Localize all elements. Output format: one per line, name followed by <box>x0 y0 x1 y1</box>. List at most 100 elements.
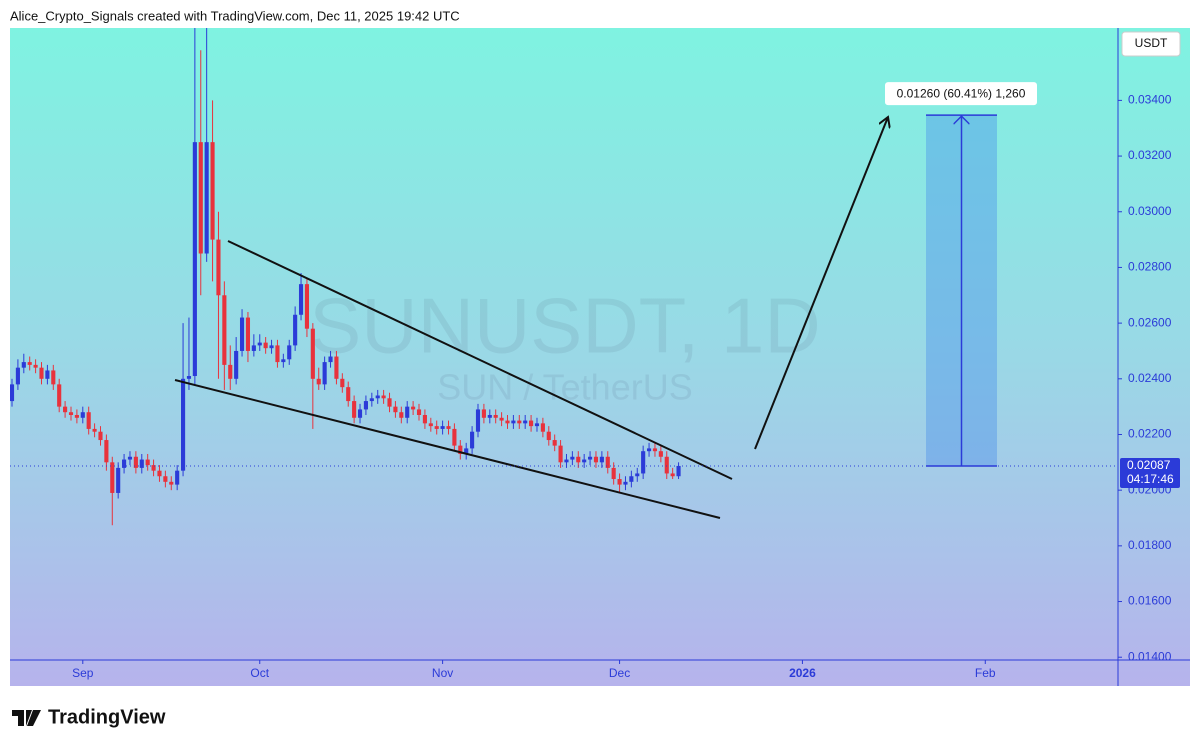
candle-body <box>222 295 227 365</box>
projection-label: 0.01260 (60.41%) 1,260 <box>897 86 1026 100</box>
candle-body <box>540 423 545 432</box>
candle-body <box>629 476 634 482</box>
candle-body <box>635 473 640 477</box>
candle-body <box>139 459 144 468</box>
candle-body <box>452 428 457 446</box>
candle-body <box>10 384 15 402</box>
candle-body <box>511 420 516 424</box>
watermark-symbol: SUNUSDT, 1D <box>309 282 820 370</box>
logo-icon <box>12 710 41 726</box>
candle-body <box>234 350 239 379</box>
candle-body <box>263 342 268 349</box>
candle-body <box>416 409 422 415</box>
y-tick-label: 0.01600 <box>1128 594 1172 608</box>
candle-body <box>405 406 410 418</box>
candle-body <box>475 409 481 432</box>
candle-body <box>198 142 203 254</box>
candle-body <box>464 448 469 454</box>
candle-body <box>281 359 286 363</box>
candle-body <box>257 342 262 346</box>
x-tick-label: 2026 <box>789 666 816 680</box>
projection-label-box <box>885 82 1037 106</box>
candle-body <box>617 479 622 485</box>
last-price-label: 0.02087 <box>1127 458 1171 472</box>
candle-body <box>652 448 658 452</box>
candle-body <box>151 465 156 471</box>
candle-body <box>605 456 610 468</box>
candle-body <box>499 417 504 421</box>
candle-body <box>558 445 563 463</box>
candle-body <box>517 420 522 424</box>
axes: 0.014000.016000.018000.020000.022000.024… <box>72 93 1172 681</box>
candle-body <box>434 426 439 429</box>
candle-body <box>646 448 652 452</box>
candle-body <box>422 414 427 424</box>
candle-body <box>145 459 150 466</box>
candle-body <box>293 314 298 346</box>
candle-body <box>446 426 451 429</box>
candle-body <box>552 440 557 446</box>
candle-body <box>86 412 91 429</box>
candle-body <box>588 456 593 460</box>
candle-body <box>127 456 133 460</box>
logo: TradingView <box>12 706 166 728</box>
candle-body <box>570 456 575 460</box>
candle-body <box>529 420 534 427</box>
candle-body <box>216 239 221 296</box>
candle-body <box>664 456 669 474</box>
candle-body <box>104 440 109 463</box>
candle-body <box>582 459 587 463</box>
candle-body <box>298 284 304 315</box>
currency-box <box>1121 31 1181 57</box>
y-tick-label: 0.03400 <box>1128 93 1172 107</box>
candle-body <box>534 423 540 427</box>
candle-body <box>45 370 50 379</box>
candle-body <box>122 459 127 468</box>
candle-body <box>269 345 274 349</box>
candle-body <box>204 142 209 254</box>
candle-body <box>470 431 475 449</box>
y-tick-label: 0.02600 <box>1128 315 1172 329</box>
candle-body <box>15 367 20 385</box>
candle-body <box>322 362 327 385</box>
candle-body <box>80 412 85 418</box>
candle-body <box>375 395 380 399</box>
candle-body <box>21 362 26 368</box>
x-tick-label: Sep <box>72 666 94 680</box>
candle-body <box>74 414 79 418</box>
candle-body <box>564 459 569 463</box>
candle-body <box>393 406 398 413</box>
candle-body <box>340 378 345 388</box>
candle-body <box>593 456 599 463</box>
candle-body <box>63 406 68 413</box>
candle-body <box>641 451 646 474</box>
candle-body <box>458 445 463 454</box>
candle-body <box>576 456 581 463</box>
candle-body <box>352 401 357 418</box>
candle-body <box>186 376 192 379</box>
last-price-box <box>1120 457 1180 488</box>
breakout-arrow <box>754 117 888 450</box>
y-tick-label: 0.02800 <box>1128 260 1172 274</box>
candle-body <box>523 420 528 424</box>
x-tick-label: Feb <box>975 666 996 680</box>
trendline-lower <box>174 379 721 519</box>
candle-body <box>363 401 368 410</box>
candle-body <box>181 378 186 471</box>
candle-body <box>440 426 445 429</box>
candle-body <box>51 370 56 385</box>
candle-body <box>287 345 292 360</box>
candle-body <box>676 465 681 477</box>
candle-body <box>487 414 492 418</box>
candle-body <box>328 356 333 363</box>
candle-body <box>670 473 675 477</box>
candle-body <box>210 142 215 240</box>
candle-body <box>110 462 115 493</box>
candle-body <box>599 456 604 463</box>
candle-body <box>658 451 663 457</box>
candle-body <box>369 398 374 402</box>
candle-body <box>399 412 404 418</box>
y-tick-label: 0.01800 <box>1128 538 1172 552</box>
